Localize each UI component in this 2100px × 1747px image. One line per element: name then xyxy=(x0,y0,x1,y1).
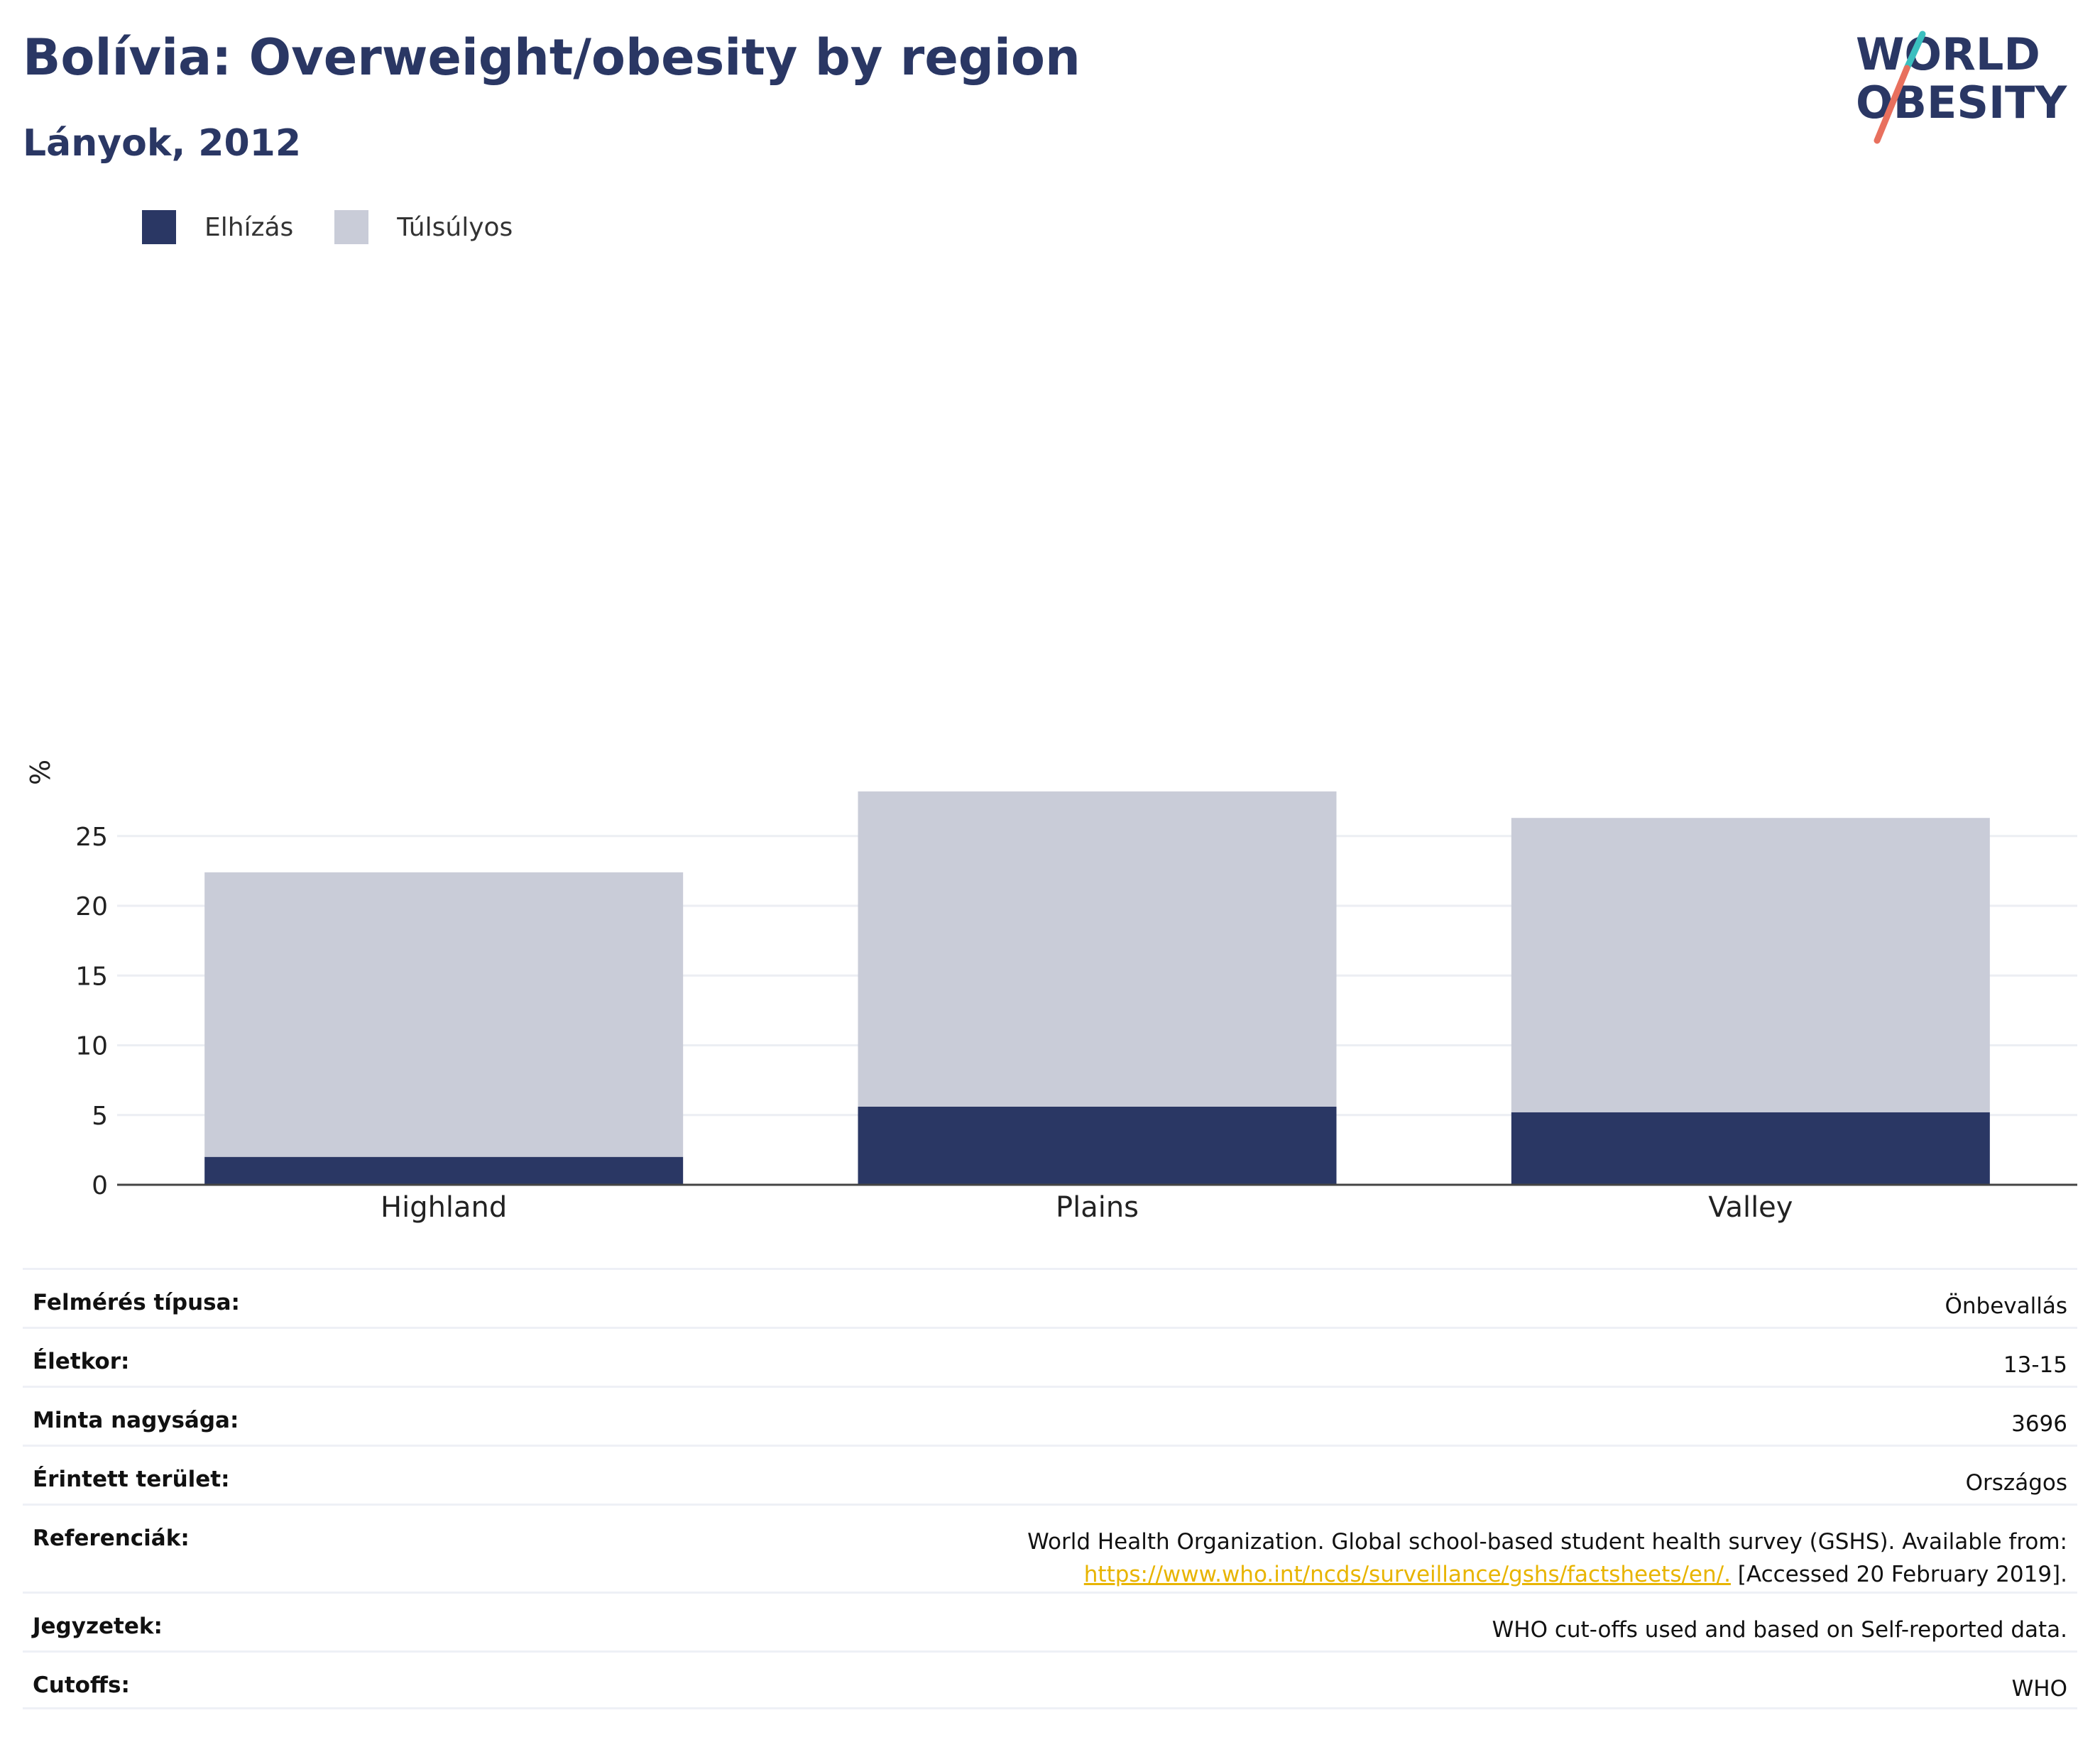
meta-value-references: World Health Organization. Global school… xyxy=(1027,1506,2067,1591)
meta-key: Jegyzetek: xyxy=(33,1614,163,1639)
meta-value: Országos xyxy=(1965,1470,2067,1496)
chart-subtitle: Lányok, 2012 xyxy=(23,122,302,165)
meta-value: 13-15 xyxy=(2003,1352,2067,1378)
meta-row-cutoffs: Cutoffs: WHO xyxy=(23,1650,2077,1709)
bar-chart: 0 5 10 15 20 25 Highland Plains Valley % xyxy=(25,760,2077,1224)
bar-valley-overweight[interactable] xyxy=(1511,818,1990,1112)
legend-swatch-obesity xyxy=(142,210,176,244)
meta-key: Referenciák: xyxy=(33,1526,190,1551)
x-tick-label: Highland xyxy=(381,1191,507,1224)
logo-slash-coral xyxy=(1874,65,1910,144)
metadata-table: Felmérés típusa: Önbevallás Életkor: 13-… xyxy=(23,1268,2077,1709)
bars xyxy=(204,791,1990,1185)
bar-highland-obesity[interactable] xyxy=(204,1156,684,1185)
bar-valley-obesity[interactable] xyxy=(1511,1112,1990,1185)
meta-key: Életkor: xyxy=(33,1349,130,1374)
meta-row-survey-type: Felmérés típusa: Önbevallás xyxy=(23,1268,2077,1327)
meta-key: Felmérés típusa: xyxy=(33,1290,240,1315)
y-tick-label: 20 xyxy=(75,892,108,921)
chart-legend: Elhízás Túlsúlyos xyxy=(142,210,554,244)
meta-row-notes: Jegyzetek: WHO cut-offs used and based o… xyxy=(23,1592,2077,1650)
logo-slash-teal xyxy=(1903,31,1926,72)
legend-item-overweight[interactable]: Túlsúlyos xyxy=(334,210,513,244)
legend-swatch-overweight xyxy=(334,210,369,244)
legend-label-overweight: Túlsúlyos xyxy=(397,212,513,242)
meta-value: WHO cut-offs used and based on Self-repo… xyxy=(1492,1617,2067,1643)
world-obesity-logo: WORLD OBESITY xyxy=(1856,28,2067,144)
meta-key: Cutoffs: xyxy=(33,1672,130,1698)
y-tick-label: 10 xyxy=(75,1032,108,1061)
meta-value: 3696 xyxy=(2011,1411,2067,1437)
reference-link[interactable]: https://www.who.int/ncds/surveillance/gs… xyxy=(1083,1562,1731,1587)
x-tick-labels: Highland Plains Valley xyxy=(381,1191,1793,1224)
meta-row-references: Referenciák: World Health Organization. … xyxy=(23,1504,2077,1592)
meta-row-age: Életkor: 13-15 xyxy=(23,1327,2077,1386)
legend-label-obesity: Elhízás xyxy=(204,212,294,242)
reference-accessed: [Accessed 20 February 2019]. xyxy=(1730,1562,2067,1587)
y-tick-label: 5 xyxy=(92,1102,108,1131)
meta-value: Önbevallás xyxy=(1945,1293,2067,1319)
meta-key: Érintett terület: xyxy=(33,1467,230,1492)
meta-row-area: Érintett terület: Országos xyxy=(23,1445,2077,1504)
y-tick-label: 0 xyxy=(92,1171,108,1200)
y-tick-labels: 0 5 10 15 20 25 xyxy=(75,823,108,1200)
meta-key: Minta nagysága: xyxy=(33,1408,239,1433)
x-tick-label: Valley xyxy=(1708,1191,1793,1224)
y-tick-label: 25 xyxy=(75,823,108,852)
meta-row-sample-size: Minta nagysága: 3696 xyxy=(23,1386,2077,1445)
bar-highland-overweight[interactable] xyxy=(204,872,684,1157)
reference-text: World Health Organization. Global school… xyxy=(1027,1529,2067,1555)
bar-plains-overweight[interactable] xyxy=(858,791,1337,1107)
y-tick-label: 15 xyxy=(75,962,108,991)
legend-item-obesity[interactable]: Elhízás xyxy=(142,210,293,244)
y-axis-label: % xyxy=(25,760,56,785)
chart-title: Bolívia: Overweight/obesity by region xyxy=(23,28,1081,87)
logo-line1: WORLD xyxy=(1856,28,2040,80)
bar-plains-obesity[interactable] xyxy=(858,1106,1337,1185)
x-tick-label: Plains xyxy=(1056,1191,1139,1224)
meta-value: WHO xyxy=(2011,1676,2067,1702)
